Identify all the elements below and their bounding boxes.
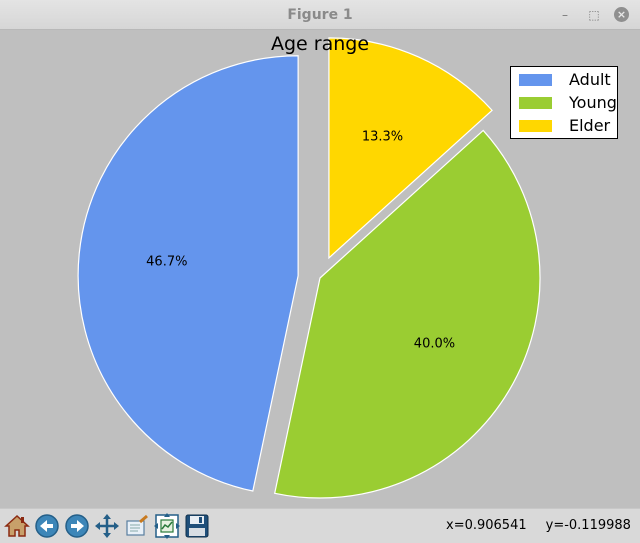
home-icon — [4, 514, 30, 537]
pan-button[interactable] — [94, 513, 120, 539]
zoom-rect-icon — [126, 514, 148, 536]
title-bar: Figure 1 – ⬚ × — [0, 0, 640, 30]
pct-label-adult: 46.7% — [146, 254, 188, 270]
pie-slice-adult — [77, 55, 299, 492]
move-arrows-icon — [95, 514, 119, 538]
legend-label-young: Young — [569, 93, 617, 112]
subplots-icon — [154, 513, 180, 539]
navigation-toolbar: x=0.906541 y=-0.119988 — [0, 508, 640, 543]
left-arrow-icon — [35, 514, 59, 538]
right-arrow-icon — [65, 514, 89, 538]
coordinate-readout: x=0.906541 y=-0.119988 — [446, 518, 631, 533]
legend-label-elder: Elder — [569, 116, 611, 135]
minimize-button[interactable]: – — [562, 8, 568, 22]
subplots-button[interactable] — [154, 513, 180, 539]
legend-label-adult: Adult — [569, 70, 611, 89]
chart-title: Age range — [270, 33, 370, 55]
legend-swatch-adult — [519, 74, 552, 86]
back-button[interactable] — [34, 513, 60, 539]
legend-swatch-young — [519, 97, 552, 109]
close-button[interactable]: × — [614, 7, 629, 22]
legend-swatch-elder — [519, 120, 552, 132]
home-button[interactable] — [4, 513, 30, 539]
pie-slice-elder — [328, 37, 493, 260]
zoom-button[interactable] — [124, 513, 150, 539]
x-coordinate: x=0.906541 — [446, 518, 527, 533]
pct-label-young: 40.0% — [413, 336, 456, 352]
pct-label-elder: 13.3% — [361, 129, 404, 145]
y-coordinate: y=-0.119988 — [545, 518, 631, 533]
window-title: Figure 1 — [287, 7, 353, 23]
legend: Adult Young Elder — [510, 66, 618, 139]
floppy-disk-icon — [185, 514, 209, 538]
save-button[interactable] — [184, 513, 210, 539]
pie-chart — [77, 37, 541, 499]
maximize-button[interactable]: ⬚ — [588, 8, 600, 22]
pie-slice-young — [273, 129, 541, 499]
figure-canvas[interactable]: Age range 46.7% 40.0% 13.3% Adult Young El… — [0, 30, 640, 508]
forward-button[interactable] — [64, 513, 90, 539]
